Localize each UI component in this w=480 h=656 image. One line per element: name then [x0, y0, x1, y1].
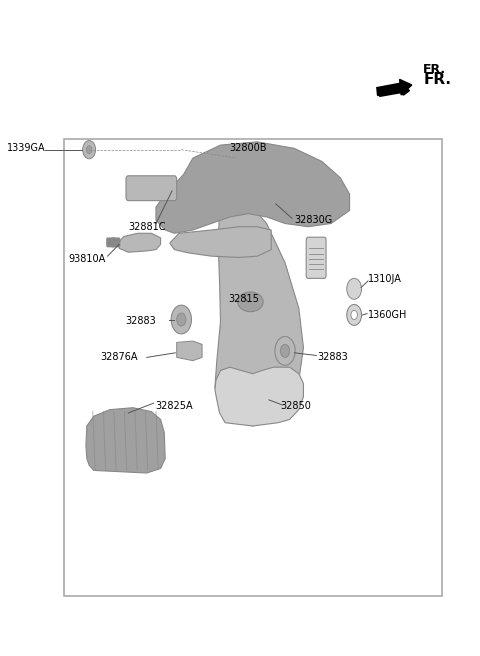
FancyBboxPatch shape	[107, 238, 115, 247]
Circle shape	[86, 146, 92, 154]
Polygon shape	[215, 192, 303, 426]
Polygon shape	[86, 407, 165, 473]
Text: 32883: 32883	[317, 352, 348, 362]
FancyBboxPatch shape	[126, 176, 177, 201]
Text: 32883: 32883	[125, 316, 156, 327]
Polygon shape	[177, 341, 202, 361]
FancyBboxPatch shape	[111, 238, 120, 247]
Circle shape	[347, 304, 361, 325]
Text: 1339GA: 1339GA	[7, 144, 45, 154]
Text: 93810A: 93810A	[68, 255, 105, 264]
Text: 32825A: 32825A	[156, 401, 193, 411]
Text: 32815: 32815	[228, 294, 259, 304]
Circle shape	[171, 305, 192, 334]
Text: 32881C: 32881C	[128, 222, 166, 232]
Ellipse shape	[238, 292, 263, 312]
Circle shape	[351, 310, 358, 319]
Polygon shape	[119, 234, 161, 252]
Text: 32876A: 32876A	[100, 352, 138, 362]
Circle shape	[347, 278, 361, 299]
FancyBboxPatch shape	[306, 237, 326, 278]
Circle shape	[177, 313, 186, 326]
Text: 1360GH: 1360GH	[368, 310, 408, 320]
Text: FR.: FR.	[423, 72, 451, 87]
Polygon shape	[215, 367, 303, 426]
Circle shape	[280, 344, 289, 358]
Polygon shape	[156, 142, 349, 234]
Text: 32830G: 32830G	[294, 215, 333, 225]
Polygon shape	[170, 227, 271, 257]
Text: FR.: FR.	[423, 64, 446, 77]
Text: 32850: 32850	[280, 401, 312, 411]
Text: 32800B: 32800B	[229, 144, 267, 154]
Circle shape	[275, 337, 295, 365]
Text: 1310JA: 1310JA	[368, 274, 402, 284]
FancyBboxPatch shape	[64, 138, 442, 596]
Circle shape	[83, 140, 96, 159]
FancyArrow shape	[377, 79, 412, 95]
